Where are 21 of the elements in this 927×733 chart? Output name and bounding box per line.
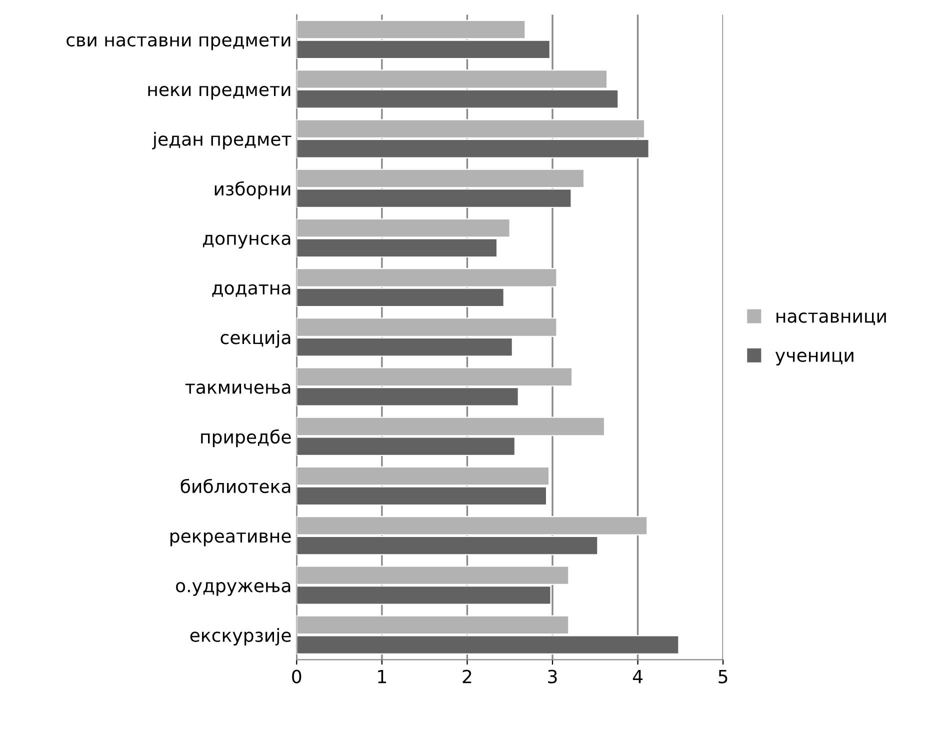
y-tick-label: рекреативне xyxy=(170,532,291,546)
y-tick-label: допунска xyxy=(202,234,290,249)
x-tick-label: 3 xyxy=(548,670,557,684)
y-tick-label: о.удружења xyxy=(176,582,290,596)
x-tick-label: 1 xyxy=(378,670,386,684)
y-tick-label: секција xyxy=(220,330,290,348)
y-tick-label: неки предмети xyxy=(148,86,290,100)
legend-label: ученици xyxy=(775,352,854,366)
x-tick-label: 4 xyxy=(632,670,643,684)
y-tick-label: сви наставни предмети xyxy=(66,36,290,50)
legend-label: наставници xyxy=(776,312,886,326)
y-tick-label: библиотека xyxy=(180,478,290,494)
x-tick-label: 2 xyxy=(462,670,472,684)
y-tick-label: екскурзије xyxy=(190,628,291,646)
y-tick-label: изборни xyxy=(214,181,290,200)
y-tick-label: приредбе xyxy=(201,429,291,448)
x-tick-label: 0 xyxy=(292,670,302,684)
y-tick-label: један предмет xyxy=(152,132,292,150)
y-tick-label: такмичења xyxy=(185,384,290,394)
x-tick-label: 5 xyxy=(718,670,728,684)
y-tick-label: додатна xyxy=(212,284,290,297)
